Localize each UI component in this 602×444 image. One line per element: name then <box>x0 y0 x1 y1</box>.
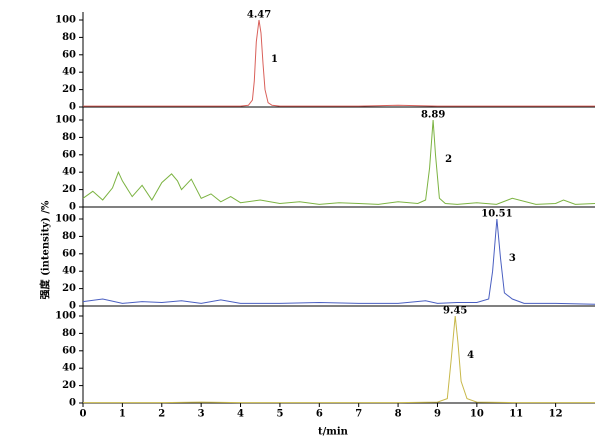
y-tick-label: 80 <box>62 132 76 143</box>
y-tick-label: 100 <box>55 115 76 126</box>
y-tick-label: 40 <box>62 363 76 374</box>
trace <box>83 315 595 404</box>
y-tick-label: 60 <box>62 49 76 60</box>
x-axis-label: t/min <box>318 427 349 438</box>
y-tick-label: 100 <box>55 214 76 225</box>
x-tick-label: 8 <box>395 409 402 420</box>
y-tick-label: 100 <box>55 311 76 322</box>
y-tick-label: 80 <box>62 32 76 43</box>
x-tick-label: 9 <box>434 409 441 420</box>
y-tick-label: 60 <box>62 345 76 356</box>
y-tick-label: 80 <box>62 328 76 339</box>
x-tick-label: 6 <box>316 409 323 420</box>
peak-label: 9.45 <box>443 306 467 317</box>
y-tick-label: 40 <box>62 167 76 178</box>
y-tick-label: 60 <box>62 248 76 259</box>
y-axis-label: 强度 (intensity) /% <box>39 200 52 299</box>
x-tick-label: 4 <box>237 409 244 420</box>
y-tick-label: 20 <box>62 84 76 95</box>
y-tick-label: 40 <box>62 266 76 277</box>
x-tick-label: 0 <box>80 409 87 420</box>
x-tick-label: 3 <box>198 409 205 420</box>
x-tick-label: 5 <box>276 409 283 420</box>
peak-number: 2 <box>445 154 452 165</box>
x-tick-label: 10 <box>470 409 484 420</box>
y-tick-label: 100 <box>55 15 76 26</box>
peak-number: 1 <box>271 54 278 65</box>
peak-number: 4 <box>467 350 474 361</box>
peak-number: 3 <box>509 253 516 264</box>
x-tick-label: 12 <box>549 409 563 420</box>
x-tick-label: 11 <box>509 409 523 420</box>
y-tick-label: 0 <box>69 301 76 312</box>
y-tick-label: 80 <box>62 231 76 242</box>
x-tick-label: 2 <box>158 409 165 420</box>
y-tick-label: 0 <box>69 102 76 113</box>
trace <box>82 119 596 205</box>
y-tick-label: 40 <box>62 67 76 78</box>
trace <box>83 19 595 107</box>
y-tick-label: 20 <box>62 184 76 195</box>
y-tick-label: 0 <box>69 202 76 213</box>
trace <box>82 218 596 305</box>
peak-label: 10.51 <box>481 209 512 220</box>
x-tick-label: 1 <box>119 409 126 420</box>
y-tick-label: 20 <box>62 380 76 391</box>
peak-label: 4.47 <box>247 10 271 21</box>
x-tick-label: 7 <box>355 409 362 420</box>
peak-label: 8.89 <box>421 110 445 121</box>
y-tick-label: 20 <box>62 283 76 294</box>
y-tick-label: 0 <box>69 398 76 409</box>
y-tick-label: 60 <box>62 149 76 160</box>
